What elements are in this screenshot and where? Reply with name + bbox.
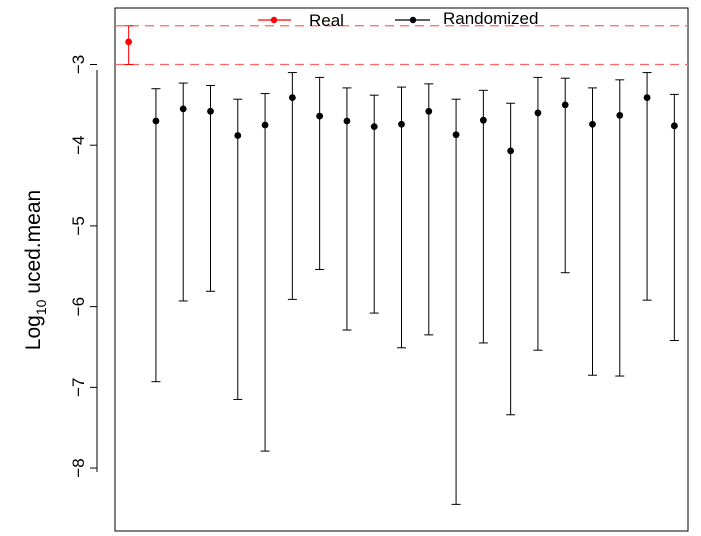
legend: Real Randomized [258,9,538,30]
randomized-point [507,147,515,155]
randomized-point [207,107,214,115]
legend-randomized-marker [409,16,417,24]
randomized-point [288,94,296,101]
y-axis-title-subscript: 10 [33,299,49,315]
y-axis-title-rest: uced.mean [22,190,45,300]
randomized-point [343,117,351,125]
randomized-point [589,120,596,128]
y-tick-label: −4 [69,136,88,155]
y-tick-label: −7 [69,378,88,397]
legend-real-label: Real [309,11,344,30]
randomized-point [425,107,433,115]
y-tick-label: −8 [69,458,88,477]
randomized-point [234,132,242,139]
randomized-point [670,122,678,130]
randomized-point [643,94,651,101]
randomized-point [616,111,624,119]
randomized-point [398,120,405,128]
legend-randomized-label: Randomized [443,9,538,28]
data-points [125,38,678,155]
y-tick-label: −6 [69,297,88,316]
y-tick-label: −3 [69,55,88,74]
legend-real-marker [270,16,278,24]
randomized-point [261,121,269,129]
real-point [125,38,133,46]
randomized-point [179,105,187,113]
randomized-point [452,131,460,139]
randomized-point [479,116,487,124]
randomized-point [316,112,324,120]
plot-frame [114,7,689,532]
error-bars [124,25,679,505]
reference-lines [115,25,688,66]
y-tick-label: −5 [69,216,88,235]
randomized-point [370,123,378,131]
y-axis-title-base: Log [22,315,45,350]
randomized-point [152,117,160,125]
randomized-point [534,109,542,117]
randomized-point [561,101,569,109]
y-ticks: −8 −7 −6 −5 −4 −3 [69,55,97,478]
y-axis-title: Log10 uced.mean [22,190,49,350]
